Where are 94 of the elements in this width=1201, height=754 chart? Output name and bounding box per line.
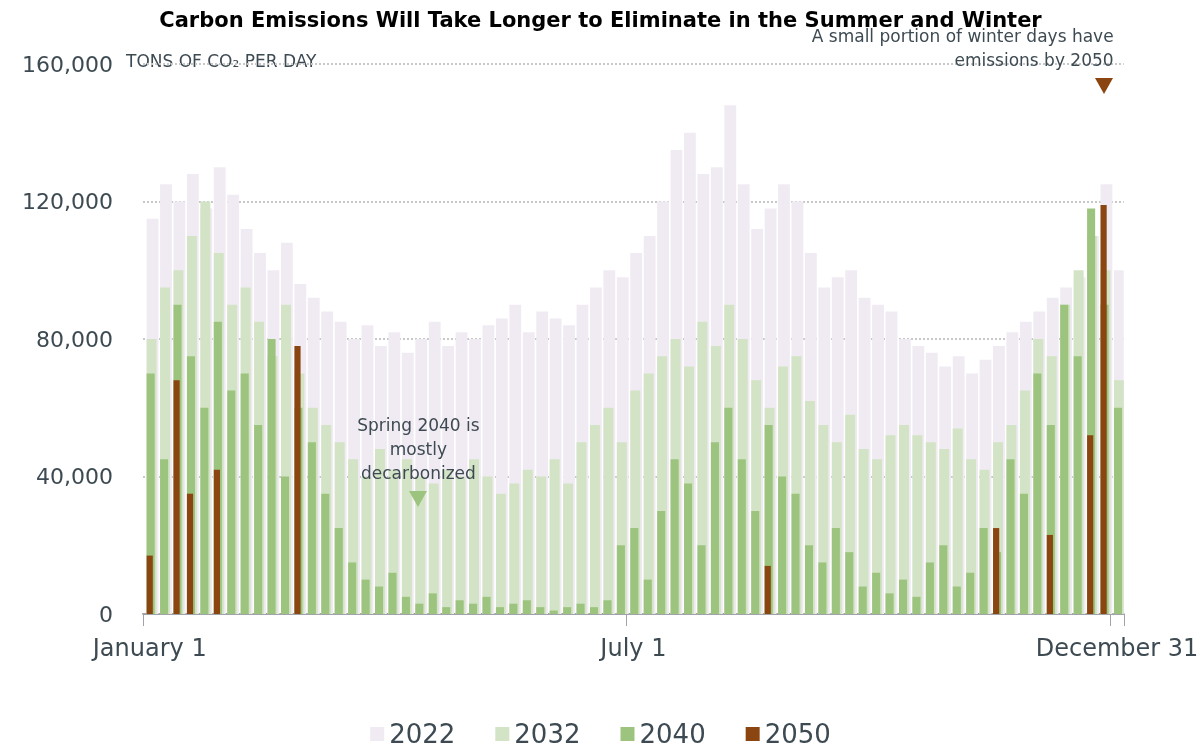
bar <box>160 459 169 614</box>
bar <box>186 493 194 614</box>
bar <box>899 579 908 614</box>
x-tick-label: January 1 <box>90 634 207 662</box>
bar <box>563 607 572 614</box>
bar <box>912 435 923 614</box>
bar <box>589 424 600 614</box>
bar <box>442 607 451 614</box>
bar <box>388 572 397 614</box>
bar <box>522 600 531 614</box>
bar <box>791 493 800 614</box>
annotation: Spring 2040 is mostly decarbonized <box>356 413 481 485</box>
bar <box>1033 373 1042 614</box>
bar <box>603 600 612 614</box>
bar <box>415 603 424 614</box>
bar <box>536 607 545 614</box>
bar <box>710 442 719 614</box>
bar <box>334 528 343 614</box>
bar <box>925 562 934 614</box>
bar <box>455 600 464 614</box>
bar <box>522 469 533 614</box>
bar <box>616 545 625 614</box>
bar <box>966 572 975 614</box>
bar <box>469 603 478 614</box>
bar <box>751 510 760 614</box>
bar <box>536 476 547 614</box>
legend-label: 2050 <box>764 719 831 749</box>
legend-label: 2032 <box>514 719 581 749</box>
bar <box>603 407 614 614</box>
bar <box>213 469 220 614</box>
bar <box>482 596 491 614</box>
bar <box>307 442 316 614</box>
bar <box>643 579 652 614</box>
bar <box>1019 493 1028 614</box>
bar <box>267 339 276 614</box>
bar <box>1006 459 1015 614</box>
x-tick-label: July 1 <box>598 634 667 662</box>
bar <box>1073 356 1082 614</box>
bar <box>401 596 410 614</box>
bar <box>630 528 639 614</box>
bar <box>254 424 263 614</box>
bar <box>993 528 1000 614</box>
bar <box>563 483 574 614</box>
bar <box>146 555 153 614</box>
bar <box>684 483 693 614</box>
bar <box>428 593 437 614</box>
bar <box>657 510 666 614</box>
y-tick-label: 40,000 <box>36 464 113 489</box>
bar <box>670 459 679 614</box>
bar <box>1113 407 1123 614</box>
y-tick-label: 160,000 <box>22 51 113 77</box>
bar <box>576 442 587 614</box>
legend-label: 2040 <box>639 719 706 749</box>
bar <box>872 572 881 614</box>
bar <box>939 545 948 614</box>
bar <box>831 528 840 614</box>
bar <box>979 528 988 614</box>
bar <box>1046 534 1053 614</box>
bar <box>589 607 599 614</box>
bar <box>294 345 301 614</box>
bar <box>858 586 867 614</box>
bar <box>200 407 209 614</box>
bar <box>509 603 518 614</box>
bar <box>885 593 894 614</box>
bar <box>495 607 504 614</box>
bar <box>495 493 506 614</box>
bar <box>952 586 961 614</box>
bar <box>509 483 520 614</box>
bar <box>361 579 370 614</box>
bar <box>818 562 827 614</box>
bar <box>912 596 921 614</box>
bar <box>804 545 814 614</box>
y-tick-label: 0 <box>99 601 113 627</box>
bar <box>778 476 787 614</box>
bar <box>724 407 733 614</box>
bar <box>697 545 706 614</box>
bar <box>240 373 249 614</box>
bar <box>348 562 357 614</box>
bar <box>375 586 384 614</box>
bar <box>764 565 771 614</box>
bar <box>576 603 585 614</box>
bar <box>173 380 180 614</box>
bar <box>321 493 330 614</box>
x-tick-label: December 31 <box>1035 634 1199 662</box>
bar <box>549 459 560 614</box>
y-tick-label: 80,000 <box>36 326 113 352</box>
legend-label: 2022 <box>389 719 456 749</box>
bar <box>737 459 746 614</box>
bar <box>227 390 236 614</box>
bar <box>280 476 290 614</box>
bar <box>1100 204 1107 614</box>
bar <box>845 552 854 614</box>
y-tick-label: 120,000 <box>22 189 113 214</box>
bar <box>1087 435 1094 614</box>
